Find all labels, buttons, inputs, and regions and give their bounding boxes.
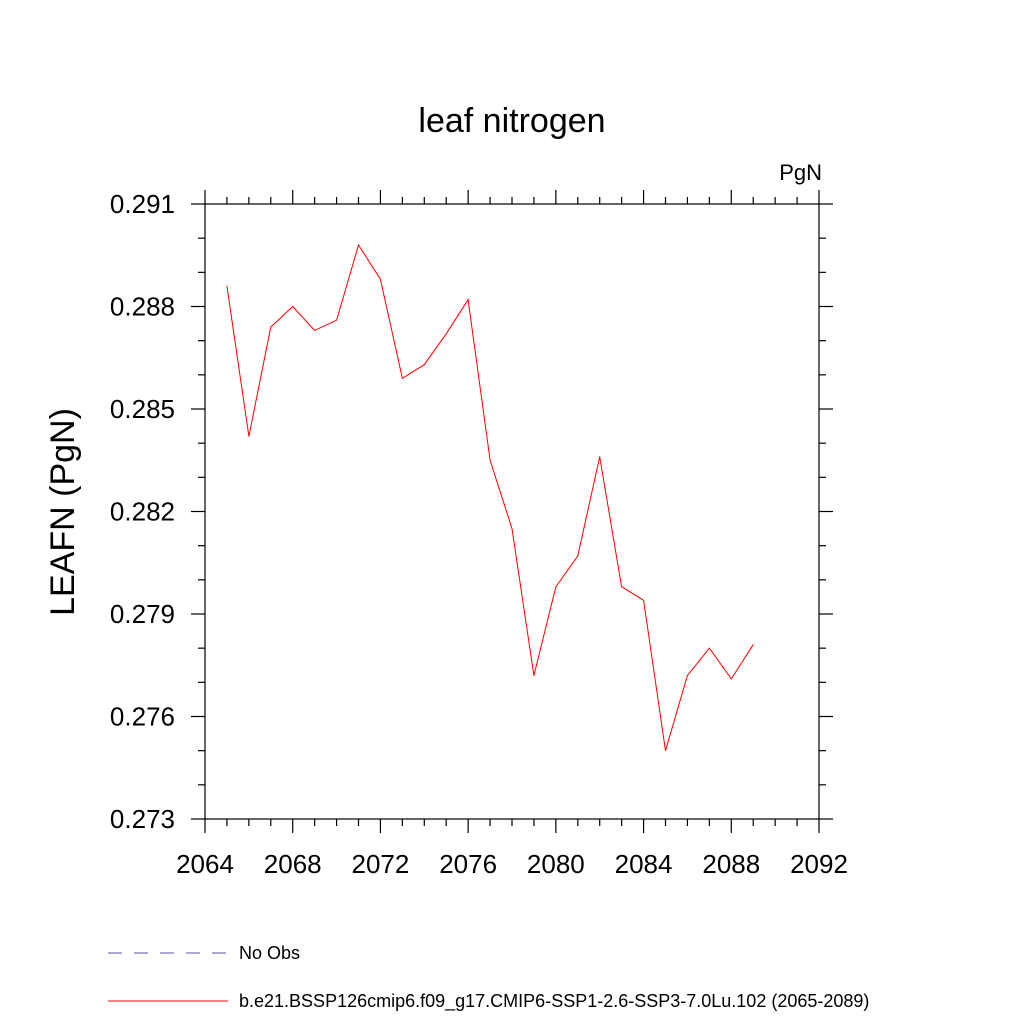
data-point xyxy=(401,377,403,379)
chart-title: leaf nitrogen xyxy=(418,102,605,140)
data-point xyxy=(511,528,513,530)
data-point xyxy=(730,678,732,680)
data-point xyxy=(708,647,710,649)
data-point xyxy=(379,278,381,280)
units-label: PgN xyxy=(779,160,822,185)
data-point xyxy=(314,329,316,331)
data-point xyxy=(752,644,754,646)
y-tick-label: 0.282 xyxy=(110,497,175,527)
data-point xyxy=(292,306,294,307)
x-tick-label: 2084 xyxy=(615,849,673,879)
legend: No Obs b.e21.BSSP126cmip6.f09_g17.CMIP6-… xyxy=(108,943,869,1012)
legend-label-model-run: b.e21.BSSP126cmip6.f09_g17.CMIP6-SSP1-2.… xyxy=(239,991,869,1012)
series-line-0 xyxy=(226,243,754,751)
y-tick-label: 0.288 xyxy=(110,292,175,322)
data-point xyxy=(665,750,666,752)
data-point xyxy=(599,456,601,458)
plot-frame xyxy=(204,203,820,820)
data-point xyxy=(577,555,579,557)
x-tick-label: 2064 xyxy=(176,849,234,879)
x-tick-label: 2080 xyxy=(527,849,585,879)
data-point xyxy=(621,586,623,588)
x-tick-label: 2068 xyxy=(264,849,322,879)
legend-label-no-obs: No Obs xyxy=(239,943,300,963)
data-point xyxy=(358,244,359,246)
x-tick-label: 2092 xyxy=(790,849,848,879)
data-point xyxy=(686,675,688,676)
x-tick-label: 2072 xyxy=(352,849,410,879)
y-tick-label: 0.273 xyxy=(110,804,175,834)
data-point xyxy=(533,675,535,676)
y-tick-label: 0.291 xyxy=(110,189,175,219)
data-point xyxy=(248,435,250,437)
y-tick-label: 0.276 xyxy=(110,702,175,732)
series-layer xyxy=(226,243,754,752)
x-tick-label: 2076 xyxy=(439,849,497,879)
x-axis: 2064 2068 2072 2076 2080 2084 2088 2092 xyxy=(176,190,848,879)
x-tick-label: 2088 xyxy=(702,849,760,879)
data-point xyxy=(270,326,272,328)
data-point xyxy=(226,285,228,287)
data-point xyxy=(489,459,491,461)
data-point xyxy=(445,333,447,335)
y-tick-label: 0.279 xyxy=(110,599,175,629)
data-point xyxy=(467,299,469,301)
y-tick-label: 0.285 xyxy=(110,394,175,424)
y-axis: 0.273 0.276 0.279 0.282 0.285 0.288 0.291 xyxy=(110,189,833,834)
data-point xyxy=(423,364,425,366)
y-axis-label: LEAFN (PgN) xyxy=(44,408,82,616)
data-point xyxy=(643,599,645,601)
data-point xyxy=(336,319,338,321)
data-point xyxy=(555,586,557,588)
